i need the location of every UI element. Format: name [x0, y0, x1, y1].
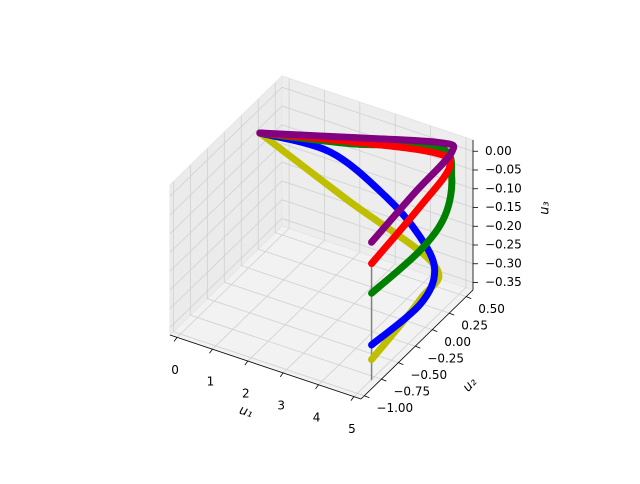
y-axis-line — [360, 289, 474, 400]
x-tick-label: 3 — [277, 398, 285, 412]
x-tick — [209, 348, 213, 354]
y-tick-label: −1.00 — [376, 401, 413, 415]
lines — [256, 129, 458, 381]
z-axis-label: u₃ — [538, 201, 553, 214]
x-tick-label: 2 — [242, 387, 250, 401]
y-tick-label: −0.50 — [410, 368, 447, 382]
z-tick-label: −0.25 — [485, 238, 522, 252]
x-axis-line — [169, 334, 362, 400]
y-tick-label: −0.25 — [427, 352, 464, 366]
x-tick-label: 0 — [171, 363, 179, 377]
y-tick — [398, 362, 404, 366]
x-tick — [315, 384, 319, 390]
x-tick-label: 5 — [348, 422, 356, 436]
grid-line — [240, 115, 433, 331]
x-tick — [350, 396, 355, 401]
x-tick-label: 1 — [207, 375, 215, 389]
z-tick-label: −0.35 — [485, 275, 522, 289]
grid-line — [172, 181, 365, 397]
y-tick-label: −0.75 — [393, 385, 430, 399]
x-tick — [244, 360, 249, 366]
axes: 0 1 2 3 4 5 −1.00 −0.75 −0.50 −0.25 0.00 0.25 0.50 −0… — [169, 140, 522, 436]
y-tick-label: 0.25 — [461, 319, 488, 333]
y-tick-label: 0.00 — [444, 335, 471, 349]
x-axis-label: u₁ — [237, 403, 254, 421]
z-tick-label: 0.00 — [485, 144, 512, 158]
y-tick — [432, 329, 438, 333]
z-tick-label: −0.05 — [485, 163, 522, 177]
x-tick — [173, 337, 178, 342]
grid-line — [189, 165, 382, 380]
grid-line — [169, 143, 474, 253]
y-tick-label: 0.50 — [478, 302, 505, 316]
z-tick-label: −0.30 — [485, 256, 522, 270]
grid — [169, 78, 474, 397]
grid-line — [206, 148, 399, 364]
grid-line — [169, 124, 474, 235]
y-tick — [381, 378, 387, 382]
grid-line — [169, 161, 474, 272]
y-tick — [466, 296, 472, 299]
z-tick-label: −0.15 — [485, 200, 522, 214]
y-tick — [415, 345, 421, 349]
x-tick-label: 4 — [313, 410, 321, 424]
line — [256, 129, 458, 246]
x-tick — [279, 372, 284, 378]
grid-line — [169, 86, 474, 197]
grid-line — [223, 132, 416, 347]
z-tick-label: −0.10 — [485, 181, 522, 195]
y-tick — [364, 395, 370, 399]
z-tick-label: −0.20 — [485, 219, 522, 233]
y-tick — [449, 312, 455, 316]
line — [256, 129, 439, 349]
grid-line — [257, 99, 450, 314]
